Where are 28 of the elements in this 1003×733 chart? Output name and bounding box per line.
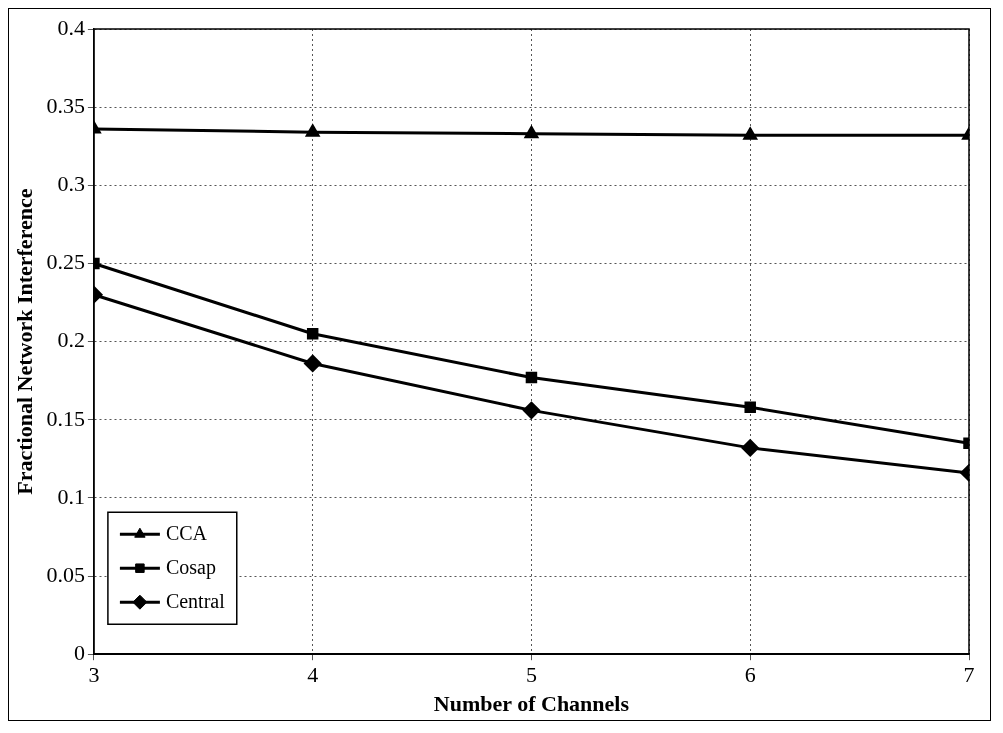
point <box>525 371 538 384</box>
point <box>522 401 540 419</box>
legend-label: Central <box>165 590 226 613</box>
legend-label: Cosap <box>165 556 216 580</box>
point <box>304 354 322 372</box>
x-tick-label: 3 <box>88 662 100 688</box>
y-tick-label: 0.3 <box>57 171 85 197</box>
point <box>306 328 319 340</box>
y-tick-label: 0 <box>73 639 85 665</box>
legend-label: CCA <box>165 522 208 545</box>
point <box>744 401 756 413</box>
y-tick-label: 0.35 <box>46 92 85 118</box>
y-tick-label: 0.15 <box>46 405 85 431</box>
y-tick-label: 0.25 <box>46 249 85 275</box>
y-axis-title: Fractional Network Interference <box>11 188 37 495</box>
x-tick-label: 5 <box>525 662 537 688</box>
x-tick-label: 7 <box>963 662 975 688</box>
point <box>524 126 539 139</box>
y-tick-label: 0.4 <box>57 14 85 40</box>
x-tick-label: 4 <box>307 662 319 688</box>
point <box>305 124 320 137</box>
x-axis-title: Number of Channels <box>433 691 630 717</box>
x-tick-label: 6 <box>744 662 756 688</box>
point <box>743 127 757 140</box>
point <box>741 439 759 457</box>
y-tick-label: 0.1 <box>57 483 85 509</box>
y-tick-label: 0.05 <box>46 561 85 587</box>
y-tick-label: 0.2 <box>57 327 85 353</box>
